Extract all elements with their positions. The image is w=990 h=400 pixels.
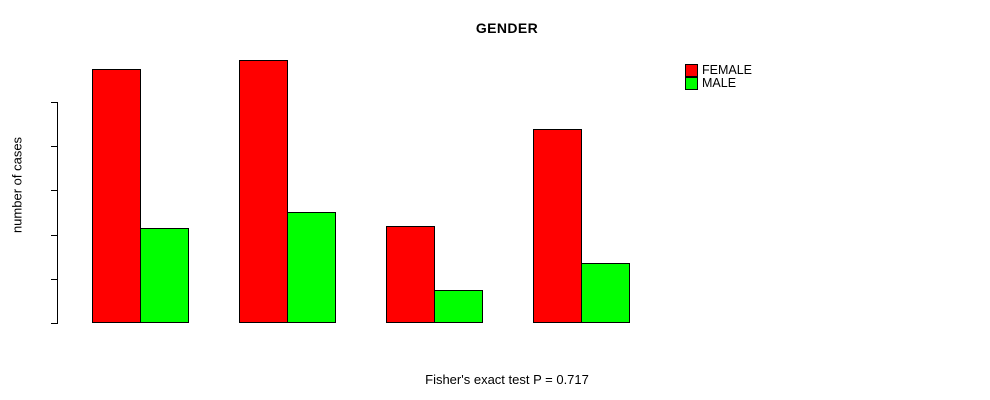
y-tick-mark — [51, 235, 57, 236]
bar-male-subtype3 — [434, 290, 483, 323]
y-axis-line — [57, 102, 58, 324]
y-tick-mark — [51, 102, 57, 103]
y-tick-mark — [51, 323, 57, 324]
legend-label: FEMALE — [702, 63, 753, 77]
legend: FEMALE MALE — [685, 64, 752, 90]
y-tick-mark — [51, 279, 57, 280]
legend-item-female: FEMALE — [685, 64, 752, 77]
bar-male-subtype1 — [140, 228, 189, 323]
y-axis-title: number of cases — [9, 136, 25, 234]
bar-female-subtype4 — [533, 129, 582, 323]
chart-title: GENDER — [475, 20, 539, 36]
y-tick-mark — [51, 190, 57, 191]
bar-male-subtype4 — [581, 263, 630, 323]
fisher-test-annotation: Fisher's exact test P = 0.717 — [425, 372, 589, 387]
bar-male-subtype2 — [287, 212, 336, 323]
legend-swatch-male — [685, 77, 698, 90]
legend-item-male: MALE — [685, 77, 752, 90]
y-tick-mark — [51, 146, 57, 147]
legend-label: MALE — [702, 76, 737, 90]
legend-swatch-female — [685, 64, 698, 77]
bar-female-subtype2 — [239, 60, 288, 323]
bar-female-subtype3 — [386, 226, 435, 323]
bar-female-subtype1 — [92, 69, 141, 323]
